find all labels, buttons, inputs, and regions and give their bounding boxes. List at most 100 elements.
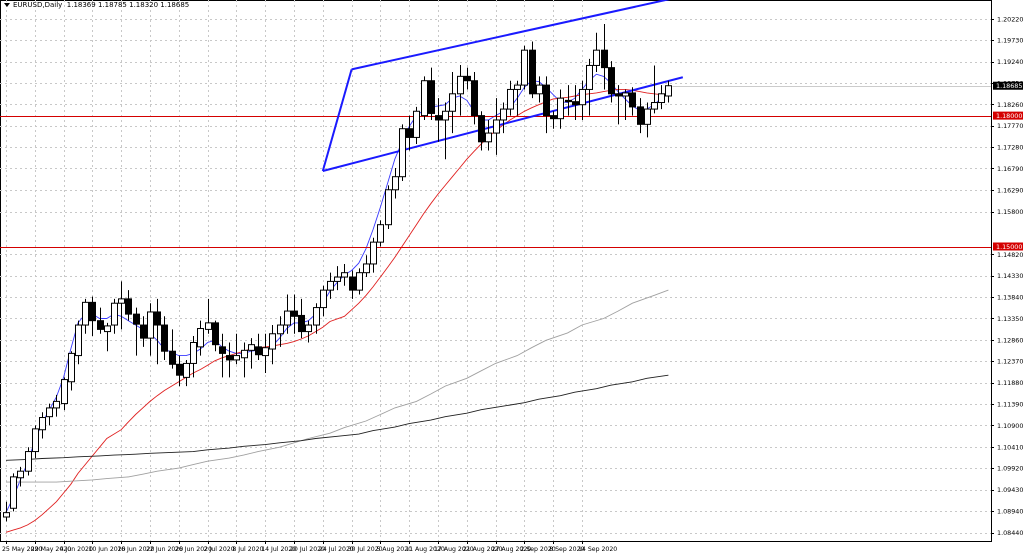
candle-bearish [406,128,413,138]
candle-bearish [97,320,104,330]
candle-bullish [356,272,363,291]
x-tick-label: 10 Jun 2020 [88,546,125,553]
candle-bearish [291,310,298,317]
x-tick-label: 5 Aug 2020 [376,546,412,553]
candle-bullish [277,324,284,335]
candle-bearish [161,324,168,352]
candle-bullish [377,224,384,243]
candle-bullish [586,64,593,90]
x-tick-label: 2 Sep 2020 [520,546,555,553]
candle-bearish [637,106,644,125]
candle-bullish [248,344,255,351]
candle-bullish [579,88,586,106]
candle-bullish [183,362,190,378]
candle-bullish [39,417,46,431]
candle-bullish [111,302,118,326]
candle-bearish [298,314,305,333]
candle-bearish [572,101,579,106]
level-price-label: 1.15000 [996,243,1022,251]
symbol-label: EURUSD,Daily [13,1,63,9]
candle-bullish [665,85,672,97]
channel-trendline[interactable] [321,69,353,172]
y-tick-label: 1.08440 [997,529,1023,537]
candle-bullish [82,301,89,326]
candle-bearish [169,350,176,365]
level-price-tag [993,111,1023,120]
candle-bullish [262,347,269,357]
candle-bearish [226,355,233,361]
candle-bearish [529,49,536,95]
y-tick-label: 1.10900 [997,422,1023,430]
candle-bullish [413,110,420,138]
candle-bullish [392,176,399,191]
candle-bullish [399,128,406,178]
chevron-down-icon[interactable] [4,3,10,7]
candle-bullish [341,272,348,278]
candle-bearish [478,115,485,143]
channel-trendline[interactable] [322,76,684,172]
candle-bullish [536,84,543,95]
candle-bullish [3,512,10,518]
candle-bullish [147,311,154,339]
channel-trendline[interactable] [351,0,676,71]
current-price-label: 1.18685 [996,82,1022,90]
level-price-tag [993,242,1023,251]
candle-bullish [197,328,204,348]
x-tick-label: 11 Aug 2020 [405,546,445,553]
moving-average-line [5,374,669,461]
candle-bullish [622,92,629,97]
y-tick-label: 1.14330 [997,272,1023,280]
y-tick-label: 1.17770 [997,122,1023,130]
y-tick-label: 1.17280 [997,144,1023,152]
candle-bearish [349,276,356,291]
candle-bearish [176,363,183,376]
candle-bearish [140,324,147,339]
candle-bearish [125,298,132,315]
candle-bearish [471,80,478,117]
y-tick-label: 1.16290 [997,187,1023,195]
candle-bullish [442,110,449,121]
candle-bullish [651,102,658,110]
x-tick-label: 14 Jul 2020 [261,546,296,553]
candle-bullish [658,93,665,104]
candle-bullish [485,132,492,143]
candle-bullish [313,307,320,326]
level-price-label: 1.18000 [996,112,1022,120]
candle-bullish [514,84,521,90]
x-tick-label: 27 Aug 2020 [492,546,532,553]
x-tick-label: 20 Jul 2020 [290,546,325,553]
candle-bearish [464,75,471,82]
candle-bearish [133,313,140,325]
candle-bullish [327,280,334,291]
x-tick-label: 8 Sep 2020 [549,546,584,553]
candle-bearish [219,346,226,354]
ohlc-readout: 1.18369 1.18785 1.18320 1.18685 [66,1,190,9]
y-tick-label: 1.10410 [997,443,1023,451]
candle-bearish [212,322,219,346]
candle-bearish [154,311,161,326]
candle-bullish [363,263,370,274]
moving-average-line [5,88,669,533]
candle-bullish [269,333,276,350]
y-tick-label: 1.08940 [997,507,1023,515]
candle-bullish [644,108,651,125]
candle-bullish [25,451,32,472]
y-tick-label: 1.13840 [997,294,1023,302]
x-tick-label: 21 Aug 2020 [463,546,503,553]
chart-header: EURUSD,Daily 1.18369 1.18785 1.18320 1.1… [4,1,189,9]
candle-bearish [255,346,262,356]
y-tick-label: 1.14820 [997,251,1023,259]
x-tick-label: 4 Jun 2020 [60,546,93,553]
candle-bullish [521,49,528,86]
y-tick-label: 1.16790 [997,165,1023,173]
candle-bearish [629,92,636,108]
x-tick-label: 17 Aug 2020 [434,546,474,553]
candle-bullish [10,476,17,509]
candle-bullish [593,49,600,66]
candle-bearish [428,80,435,114]
y-tick-label: 1.09920 [997,465,1023,473]
candle-bullish [385,189,392,226]
candle-bullish [449,93,456,112]
